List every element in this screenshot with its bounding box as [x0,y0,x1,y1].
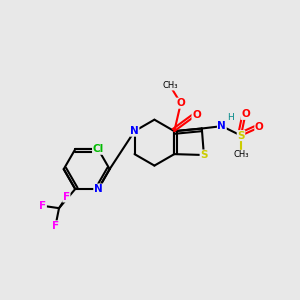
Text: Cl: Cl [93,144,104,154]
Text: S: S [237,130,245,141]
Text: N: N [94,184,103,194]
Text: O: O [176,98,185,108]
Text: N: N [130,126,139,136]
Text: N: N [218,121,226,131]
Text: H: H [227,113,233,122]
Text: O: O [241,110,250,119]
Text: F: F [52,221,59,231]
Text: O: O [255,122,264,132]
Text: CH₃: CH₃ [162,81,178,90]
Text: F: F [39,201,46,211]
Text: F: F [63,192,70,202]
Text: CH₃: CH₃ [233,150,249,159]
Text: O: O [192,110,201,120]
Text: S: S [200,150,208,160]
